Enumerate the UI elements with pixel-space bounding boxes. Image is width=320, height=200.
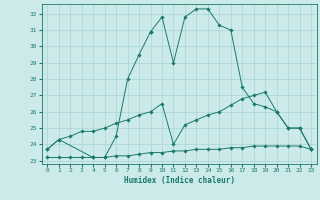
X-axis label: Humidex (Indice chaleur): Humidex (Indice chaleur) xyxy=(124,176,235,185)
